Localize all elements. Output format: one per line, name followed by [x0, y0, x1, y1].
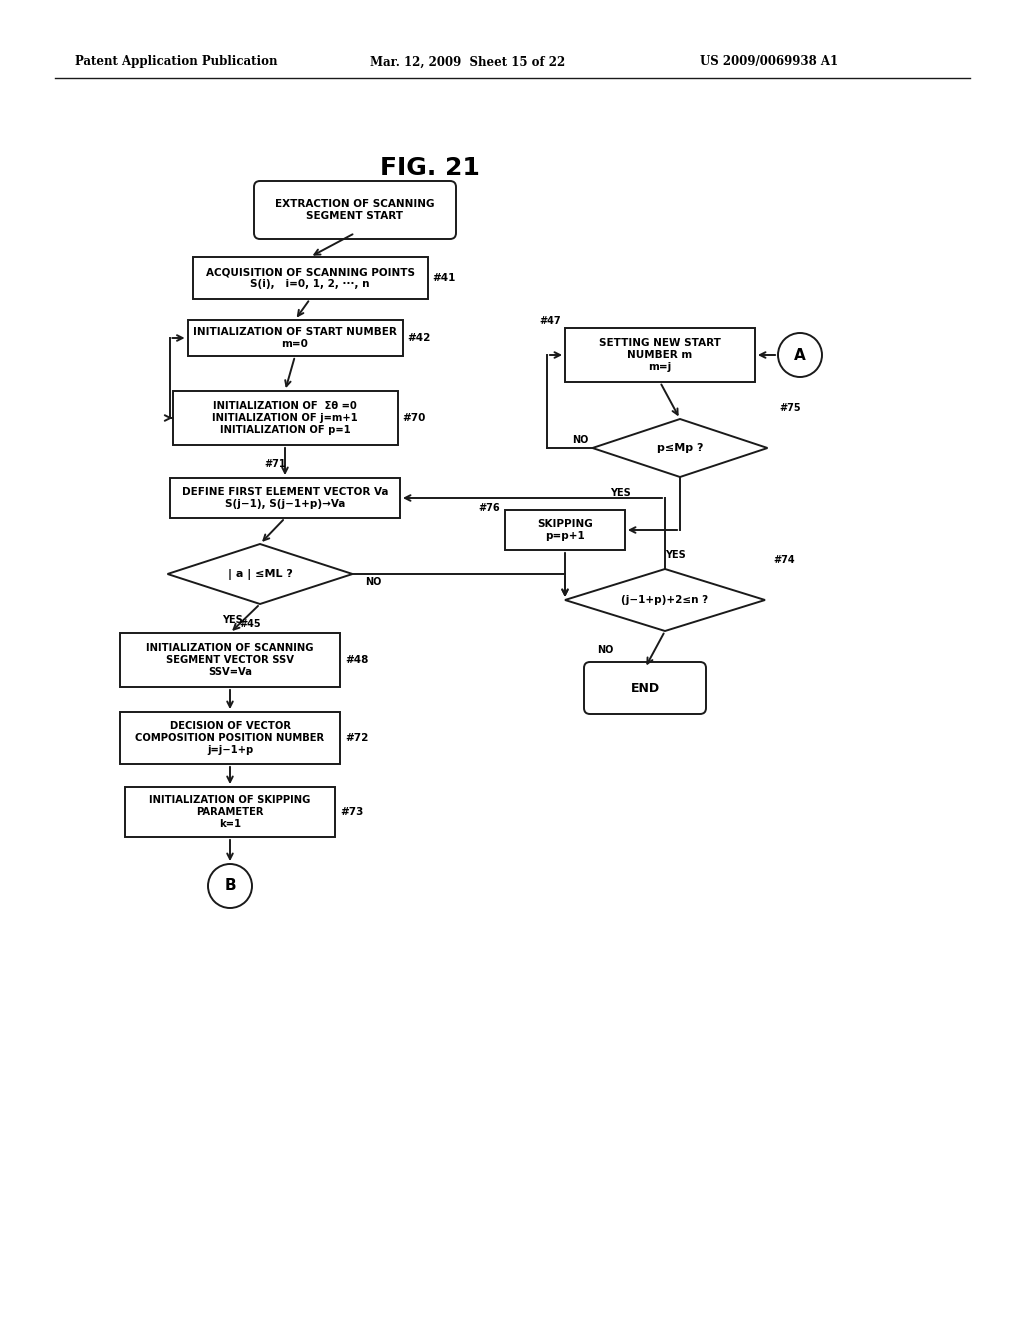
Polygon shape	[565, 569, 765, 631]
Text: FIG. 21: FIG. 21	[380, 156, 480, 180]
Text: NO: NO	[365, 577, 381, 587]
Text: INITIALIZATION OF  Σθ =0
INITIALIZATION OF j=m+1
INITIALIZATION OF p=1: INITIALIZATION OF Σθ =0 INITIALIZATION O…	[212, 401, 357, 434]
Text: #72: #72	[345, 733, 369, 743]
Text: #71: #71	[264, 459, 286, 469]
Text: | a | ≤ML ?: | a | ≤ML ?	[227, 569, 293, 579]
Circle shape	[208, 865, 252, 908]
Bar	[193, 257, 427, 300]
Text: B: B	[224, 879, 236, 894]
FancyBboxPatch shape	[584, 663, 706, 714]
Bar	[565, 327, 755, 381]
Bar	[187, 319, 402, 356]
Text: #74: #74	[773, 554, 795, 565]
Text: A: A	[795, 347, 806, 363]
Text: EXTRACTION OF SCANNING
SEGMENT START: EXTRACTION OF SCANNING SEGMENT START	[275, 199, 435, 220]
Text: YES: YES	[609, 488, 631, 498]
Text: DECISION OF VECTOR
COMPOSITION POSITION NUMBER
j=j−1+p: DECISION OF VECTOR COMPOSITION POSITION …	[135, 722, 325, 755]
Text: #48: #48	[345, 655, 369, 665]
Bar	[120, 711, 340, 764]
Text: END: END	[631, 681, 659, 694]
Polygon shape	[593, 418, 768, 477]
Text: Patent Application Publication: Patent Application Publication	[75, 55, 278, 69]
Text: Mar. 12, 2009  Sheet 15 of 22: Mar. 12, 2009 Sheet 15 of 22	[370, 55, 565, 69]
Bar	[120, 634, 340, 686]
Bar	[172, 391, 397, 445]
Text: #76: #76	[478, 503, 500, 513]
Text: #45: #45	[240, 619, 261, 630]
Text: #47: #47	[540, 315, 561, 326]
Text: NO: NO	[597, 645, 613, 655]
Text: (j−1+p)+2≤n ?: (j−1+p)+2≤n ?	[622, 595, 709, 605]
Text: DEFINE FIRST ELEMENT VECTOR Va
S(j−1), S(j−1+p)→Va: DEFINE FIRST ELEMENT VECTOR Va S(j−1), S…	[181, 487, 388, 508]
Text: ACQUISITION OF SCANNING POINTS
S(i),   i=0, 1, 2, ···, n: ACQUISITION OF SCANNING POINTS S(i), i=0…	[206, 267, 415, 289]
Text: SETTING NEW START
NUMBER m
m=j: SETTING NEW START NUMBER m m=j	[599, 338, 721, 372]
Text: US 2009/0069938 A1: US 2009/0069938 A1	[700, 55, 838, 69]
Text: #70: #70	[402, 413, 426, 422]
Circle shape	[778, 333, 822, 378]
Text: #42: #42	[408, 333, 431, 343]
Polygon shape	[168, 544, 352, 605]
Text: INITIALIZATION OF SCANNING
SEGMENT VECTOR SSV
SSV=Va: INITIALIZATION OF SCANNING SEGMENT VECTO…	[146, 643, 313, 677]
Text: #75: #75	[779, 403, 801, 413]
Text: p≤Mp ?: p≤Mp ?	[656, 444, 703, 453]
Text: #41: #41	[432, 273, 456, 282]
Bar	[505, 510, 625, 550]
Text: #73: #73	[340, 807, 364, 817]
Bar	[125, 787, 335, 837]
Text: INITIALIZATION OF START NUMBER
m=0: INITIALIZATION OF START NUMBER m=0	[194, 327, 397, 348]
Text: INITIALIZATION OF SKIPPING
PARAMETER
k=1: INITIALIZATION OF SKIPPING PARAMETER k=1	[150, 796, 310, 829]
Text: SKIPPING
p=p+1: SKIPPING p=p+1	[538, 519, 593, 541]
Text: YES: YES	[221, 615, 243, 624]
Bar	[170, 478, 400, 517]
Text: YES: YES	[665, 550, 685, 560]
FancyBboxPatch shape	[254, 181, 456, 239]
Text: NO: NO	[571, 436, 588, 445]
